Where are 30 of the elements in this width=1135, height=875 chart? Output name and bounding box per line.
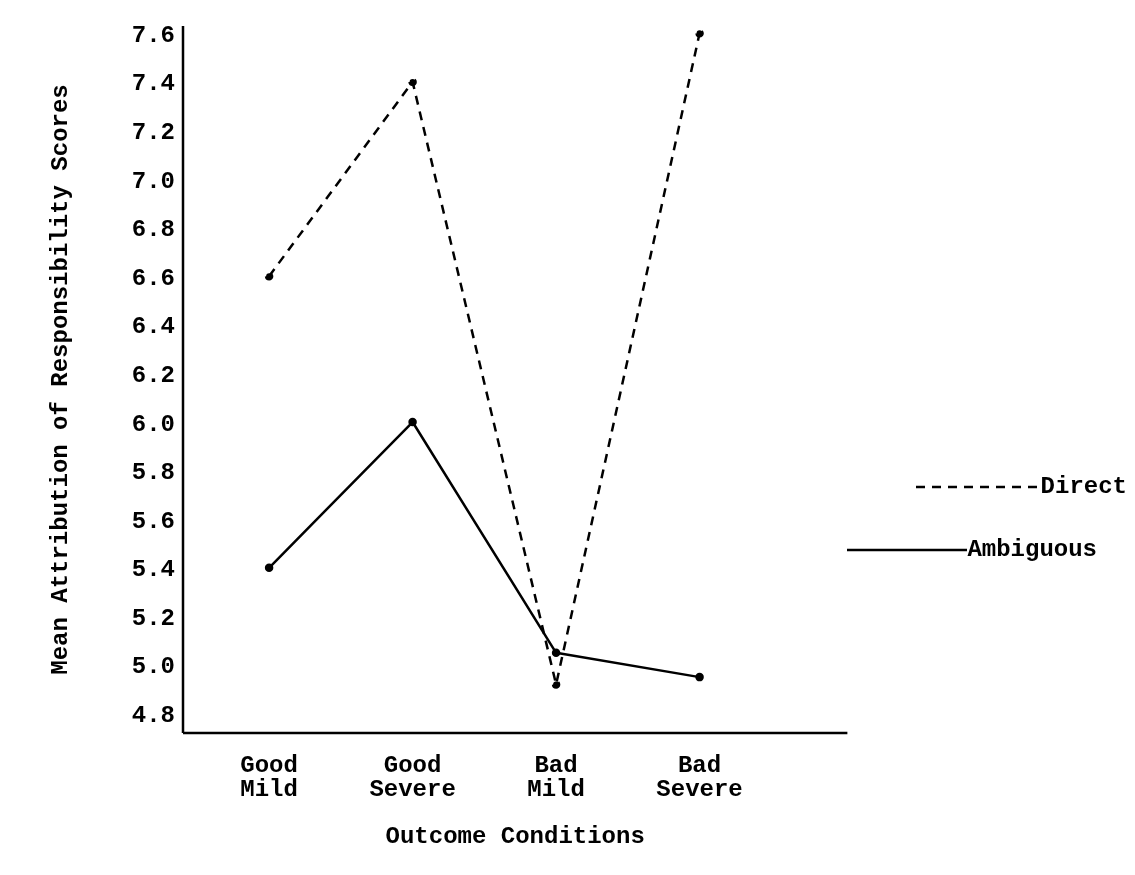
- y-tick-label: 7.6: [131, 21, 175, 49]
- y-tick-label: 6.0: [131, 410, 175, 438]
- point: [408, 77, 417, 87]
- x-tick-label: Bad Severe: [656, 752, 743, 804]
- point: [551, 680, 561, 689]
- y-tick-label: 5.2: [131, 604, 175, 632]
- x-tick-label: Bad Mild: [527, 752, 585, 804]
- point: [695, 29, 704, 38]
- text: Direct: [1040, 473, 1127, 500]
- y-tick-label: 6.6: [131, 264, 175, 292]
- y-tick-label: 5.4: [131, 556, 175, 584]
- point: [408, 417, 417, 427]
- y-tick-label: 5.6: [131, 507, 175, 535]
- y-tick-label: 4.8: [131, 702, 175, 730]
- point: [551, 648, 561, 658]
- y-tick-label: 6.4: [131, 313, 175, 341]
- x-tick-label: Good Mild: [240, 752, 298, 804]
- y-tick-label: 5.0: [131, 653, 175, 681]
- x-tick-label: Good Severe: [369, 752, 456, 804]
- y-tick-label: 7.0: [131, 167, 175, 195]
- y-tick-label: 7.4: [131, 70, 175, 98]
- point: [264, 563, 274, 573]
- y-axis-title: Mean Attribution of Responsibility Scores: [46, 84, 74, 675]
- y-tick-label: 5.8: [131, 459, 175, 487]
- legend-label: Ambiguous: [967, 536, 1097, 563]
- y-tick-label: 6.2: [131, 361, 175, 389]
- y-tick-label: 6.8: [131, 216, 175, 244]
- x-axis-title: Outcome Conditions: [385, 823, 645, 850]
- y-tick-label: 7.2: [131, 118, 175, 146]
- point: [695, 672, 704, 682]
